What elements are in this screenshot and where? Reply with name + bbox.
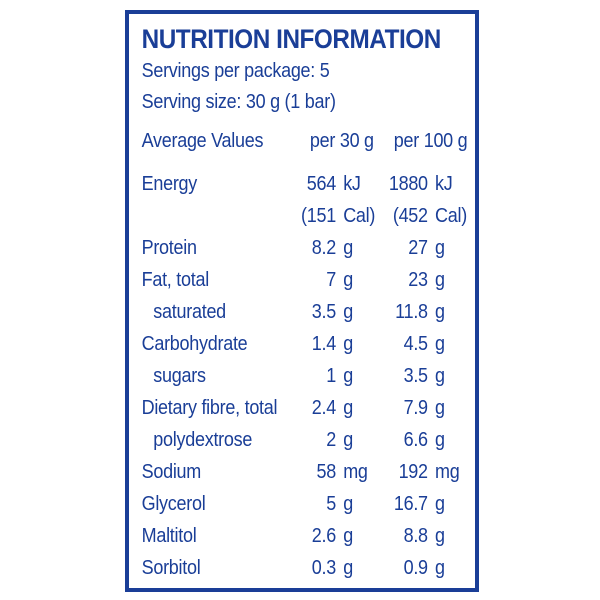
- row-label: Sodium: [141, 460, 202, 483]
- table-row: Glycerol 5 g 16.7 g: [142, 488, 468, 520]
- row-label: sugars: [153, 364, 206, 387]
- table-row: Energy 564 kJ 1880 kJ: [142, 168, 468, 200]
- row-unit-per-30g: mg: [343, 460, 368, 483]
- row-value-per-30g: 8.2: [311, 236, 336, 259]
- row-unit-per-30g: g: [343, 396, 353, 419]
- row-unit-per-30g: g: [343, 492, 353, 515]
- row-value-per-30g: 1.4: [311, 332, 336, 355]
- table-row: Dietary fibre, total 2.4 g 7.9 g: [142, 392, 468, 424]
- table-row: (151 Cal) (452 Cal): [142, 200, 468, 232]
- table-row: Fat, total 7 g 23 g: [142, 264, 468, 296]
- panel-title: NUTRITION INFORMATION: [141, 24, 442, 54]
- row-value-per-100g: 4.5: [403, 332, 428, 355]
- column-header-average-values: Average Values: [141, 129, 264, 152]
- row-value-per-100g: 23: [408, 268, 428, 291]
- row-unit-per-30g: Cal): [343, 204, 376, 227]
- row-unit-per-100g: kJ: [435, 172, 453, 195]
- column-header-per-100g: per 100 g: [393, 129, 468, 152]
- row-unit-per-30g: g: [343, 332, 353, 355]
- table-row: Maltitol 2.6 g 8.8 g: [142, 520, 468, 552]
- row-value-per-100g: 8.8: [403, 524, 428, 547]
- table-row: Sorbitol 0.3 g 0.9 g: [142, 552, 468, 584]
- row-unit-per-100g: g: [435, 236, 445, 259]
- row-value-per-30g: 3.5: [311, 300, 336, 323]
- row-value-per-30g: 5: [326, 492, 336, 515]
- panel-content: NUTRITION INFORMATION Servings per packa…: [129, 14, 475, 584]
- row-unit-per-100g: g: [435, 524, 445, 547]
- row-value-per-30g: 58: [316, 460, 337, 483]
- table-row: Protein 8.2 g 27 g: [142, 232, 468, 264]
- row-value-per-30g: 1: [326, 364, 336, 387]
- row-unit-per-30g: g: [343, 268, 353, 291]
- row-label: Carbohydrate: [141, 332, 248, 355]
- row-value-per-30g: 2.6: [311, 524, 336, 547]
- table-row: Carbohydrate 1.4 g 4.5 g: [142, 328, 468, 360]
- row-unit-per-30g: g: [343, 556, 353, 579]
- row-label: polydextrose: [153, 428, 253, 451]
- row-unit-per-100g: Cal): [435, 204, 467, 227]
- row-value-per-100g: 192: [398, 460, 429, 483]
- row-unit-per-100g: g: [435, 428, 445, 451]
- row-unit-per-30g: g: [343, 428, 353, 451]
- row-value-per-100g: 6.6: [403, 428, 428, 451]
- table-row: polydextrose 2 g 6.6 g: [142, 424, 468, 456]
- row-value-per-30g: 2: [326, 428, 336, 451]
- row-value-per-30g: 0.3: [311, 556, 336, 579]
- row-value-per-100g: 7.9: [403, 396, 428, 419]
- row-value-per-100g: 3.5: [403, 364, 428, 387]
- row-value-per-30g: 2.4: [311, 396, 336, 419]
- row-label: Maltitol: [141, 524, 197, 547]
- row-label: Fat, total: [141, 268, 210, 291]
- row-unit-per-100g: g: [435, 268, 445, 291]
- row-value-per-100g: 27: [408, 236, 428, 259]
- servings-per-package-line: Servings per package: 5: [141, 60, 330, 82]
- row-value-per-100g: 1880: [388, 172, 428, 195]
- row-value-per-100g: (452: [392, 204, 428, 227]
- row-label: saturated: [153, 300, 226, 323]
- row-label: Glycerol: [141, 492, 206, 515]
- nutrition-information-panel: NUTRITION INFORMATION Servings per packa…: [125, 10, 479, 592]
- row-unit-per-100g: g: [435, 364, 445, 387]
- row-unit-per-100g: g: [435, 492, 445, 515]
- row-unit-per-100g: g: [435, 332, 445, 355]
- row-unit-per-30g: g: [343, 364, 353, 387]
- row-label: Protein: [141, 236, 197, 259]
- row-unit-per-100g: g: [435, 300, 445, 323]
- row-unit-per-30g: g: [343, 524, 353, 547]
- row-value-per-30g: 7: [326, 268, 336, 291]
- row-label: Sorbitol: [141, 556, 201, 579]
- row-unit-per-30g: kJ: [343, 172, 361, 195]
- row-unit-per-100g: g: [435, 556, 445, 579]
- row-unit-per-100g: mg: [435, 460, 460, 483]
- table-row: saturated 3.5 g 11.8 g: [142, 296, 468, 328]
- nutrition-table-body: Energy 564 kJ 1880 kJ (151 Cal) (452 Cal…: [142, 168, 468, 584]
- row-value-per-100g: 11.8: [395, 300, 428, 323]
- column-header-per-30g: per 30 g: [309, 129, 374, 152]
- row-unit-per-30g: g: [343, 236, 353, 259]
- row-value-per-100g: 0.9: [403, 556, 428, 579]
- row-value-per-30g: 564: [306, 172, 337, 195]
- row-unit-per-30g: g: [343, 300, 353, 323]
- table-row: Sodium 58 mg 192 mg: [142, 456, 468, 488]
- table-row: sugars 1 g 3.5 g: [142, 360, 468, 392]
- row-label: Dietary fibre, total: [141, 396, 278, 419]
- row-label: Energy: [141, 172, 198, 195]
- table-header-row: Average Values per 30 g per 100 g: [142, 126, 468, 156]
- row-value-per-30g: (151: [301, 204, 336, 227]
- row-unit-per-100g: g: [435, 396, 445, 419]
- serving-size-line: Serving size: 30 g (1 bar): [141, 91, 336, 113]
- row-value-per-100g: 16.7: [393, 492, 428, 515]
